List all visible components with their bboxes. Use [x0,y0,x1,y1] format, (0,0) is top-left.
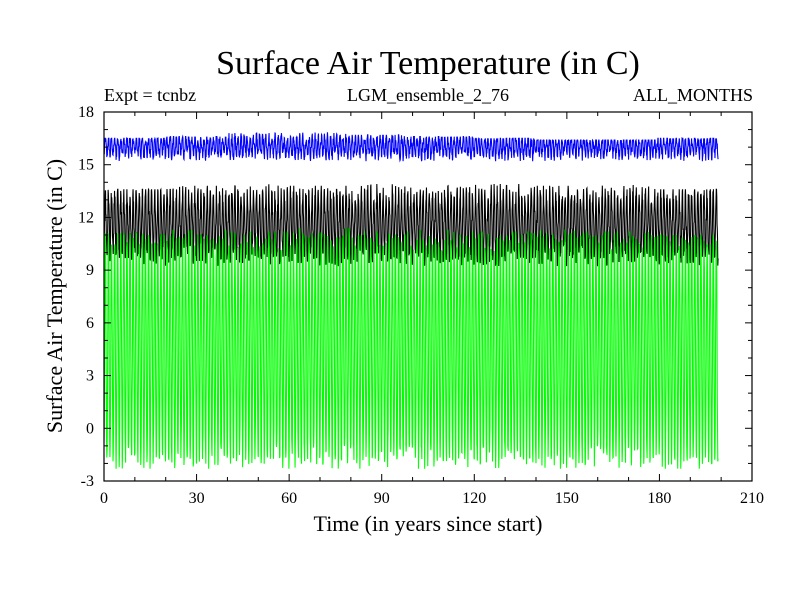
series-line-1 [103,184,719,267]
x-tick-label: 90 [374,490,390,507]
header-center-label: LGM_ensemble_2_76 [347,85,509,105]
y-tick-label: 0 [86,420,94,437]
x-axis-label: Time (in years since start) [314,511,543,536]
y-tick-label: 9 [86,262,94,279]
series-line-2 [103,227,719,469]
y-tick-label: 15 [78,157,94,174]
y-tick-label: 6 [86,315,94,332]
y-axis-label: Surface Air Temperature (in C) [42,159,67,433]
x-axis: 0 30 60 90 120 150 180 210 [100,112,764,507]
y-tick-label: 3 [86,368,94,385]
x-tick-label: 180 [647,490,671,507]
series-line-0 [103,132,719,163]
x-tick-label: 30 [189,490,205,507]
header-left-label: Expt = tcnbz [104,85,196,105]
y-tick-label: 12 [78,209,94,226]
y-tick-label: -3 [81,473,94,490]
y-tick-label: 18 [78,104,94,121]
plot-frame [103,111,753,482]
x-tick-label: 0 [100,490,108,507]
plot-area [103,132,719,469]
x-tick-label: 60 [281,490,297,507]
y-axis: -3 0 3 6 9 12 15 18 [78,104,752,490]
x-tick-label: 210 [740,490,764,507]
header-right-label: ALL_MONTHS [633,85,753,105]
chart-title: Surface Air Temperature (in C) [216,45,640,82]
x-tick-label: 120 [462,490,486,507]
x-tick-label: 150 [555,490,579,507]
